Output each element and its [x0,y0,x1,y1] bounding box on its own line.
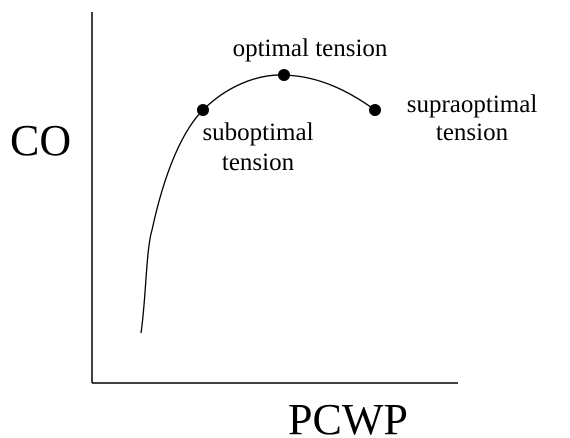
point [278,69,290,81]
y-axis-label: CO [10,116,71,165]
point [369,104,381,116]
point-label: optimal tension [233,35,388,62]
point-label: supraoptimal [407,91,538,118]
point [197,104,209,116]
point-label: tension [436,119,509,146]
point-label: tension [222,149,295,176]
x-axis-label: PCWP [288,395,408,438]
point-label: suboptimal [202,119,313,146]
